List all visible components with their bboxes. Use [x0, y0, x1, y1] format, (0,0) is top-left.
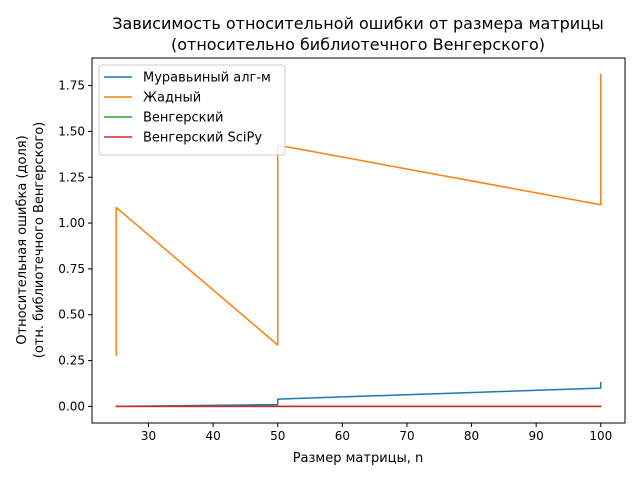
- x-tick-label: 40: [205, 429, 220, 443]
- x-tick-label: 100: [589, 429, 612, 443]
- x-tick-label: 50: [270, 429, 285, 443]
- y-tick-label: 0.75: [58, 262, 85, 276]
- chart-title-line-2: (относительно библиотечного Венгерского): [171, 35, 545, 54]
- series-layer: [115, 73, 602, 408]
- y-axis-label-line-1: Относительная ошибка (доля): [15, 135, 30, 344]
- x-tick-label: 90: [529, 429, 544, 443]
- x-tick-label: 70: [399, 429, 414, 443]
- x-axis-ticks: 30 40 50 60 70 80 90 100: [141, 423, 612, 443]
- y-axis-ticks: 0.00 0.25 0.50 0.75 1.00 1.25 1.50 1.75: [58, 79, 92, 413]
- x-tick-label: 60: [335, 429, 350, 443]
- legend: Муравьиный алг-м Жадный Венгерский Венгерск…: [98, 64, 286, 156]
- legend-entries: Муравьиный алг-м Жадный Венгерский Венгерск…: [104, 71, 271, 146]
- chart-title-line-1: Зависимость относительной ошибки от разм…: [112, 14, 603, 33]
- y-tick-label: 1.75: [58, 79, 85, 93]
- plot-frame: [91, 57, 626, 424]
- y-tick-label: 0.25: [58, 354, 85, 368]
- legend-box: [98, 64, 286, 156]
- legend-label-2: Венгерский: [143, 111, 223, 126]
- y-axis-label-line-2: (отн. библиотечного Венгерского): [32, 122, 47, 358]
- series-line-0: [115, 381, 602, 408]
- y-tick-label: 1.25: [58, 170, 85, 184]
- legend-label-1: Жадный: [143, 91, 201, 106]
- y-tick-label: 1.50: [58, 124, 85, 138]
- x-tick-label: 30: [141, 429, 156, 443]
- legend-label-0: Муравьиный алг-м: [143, 71, 271, 86]
- x-tick-label: 80: [464, 429, 479, 443]
- series-line-1: [115, 73, 602, 356]
- legend-label-3: Венгерский SciPy: [143, 131, 262, 146]
- y-tick-label: 1.00: [58, 216, 85, 230]
- x-axis-label: Размер матрицы, n: [293, 451, 424, 466]
- y-tick-label: 0.00: [58, 399, 85, 413]
- y-tick-label: 0.50: [58, 308, 85, 322]
